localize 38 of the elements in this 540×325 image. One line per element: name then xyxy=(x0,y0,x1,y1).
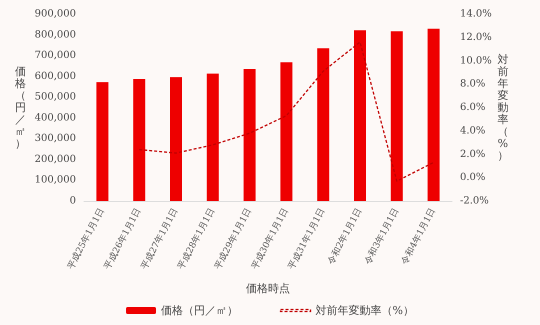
x-tick-label: 令和2年1月1日 xyxy=(326,206,364,266)
bar xyxy=(170,77,182,201)
bar xyxy=(96,82,108,201)
x-tick-label: 令和4年1月1日 xyxy=(399,206,438,266)
x-axis-title: 価格時点 xyxy=(246,282,290,295)
y-tick-label: 700,000 xyxy=(34,50,76,62)
bar xyxy=(317,48,330,201)
y-tick-label: 400,000 xyxy=(34,112,76,124)
y2-tick-label: 2.0% xyxy=(460,148,486,160)
y-tick-label: 500,000 xyxy=(34,92,76,103)
y2-tick-label: -2.0% xyxy=(460,196,489,206)
y2-tick-label: 12.0% xyxy=(460,32,492,43)
y2-tick-label: 8.0% xyxy=(460,78,486,90)
y-tick-label: 0 xyxy=(70,196,76,206)
y2-tick-label: 0.0% xyxy=(460,172,486,184)
y-axis-title: 価格（円／㎡） xyxy=(14,65,26,150)
y-tick-label: 100,000 xyxy=(34,174,76,186)
y-tick-label: 600,000 xyxy=(34,70,76,82)
bar xyxy=(244,69,256,201)
line-series xyxy=(138,41,434,182)
legend-label: 価格（円／㎡） xyxy=(161,304,238,317)
y-tick-label: 300,000 xyxy=(34,133,76,144)
bar xyxy=(133,79,146,201)
legend-label: 対前年変動率（%） xyxy=(316,304,414,317)
text: 対前年変動率（%） xyxy=(498,53,509,162)
y-tick-label: 800,000 xyxy=(34,29,76,40)
x-tick-label: 令和3年1月1日 xyxy=(362,206,402,266)
bar xyxy=(206,74,219,201)
y-tick-label: 900,000 xyxy=(34,8,76,20)
y-tick-label: 200,000 xyxy=(34,154,76,165)
bar xyxy=(428,28,440,201)
bar xyxy=(354,30,366,201)
y2-tick-label: 6.0% xyxy=(460,102,486,113)
bar xyxy=(280,62,292,201)
y2-tick-label: 10.0% xyxy=(460,55,492,66)
bar xyxy=(390,31,403,201)
y2-tick-label: 14.0% xyxy=(460,8,492,20)
y2-tick-label: 4.0% xyxy=(460,125,486,136)
